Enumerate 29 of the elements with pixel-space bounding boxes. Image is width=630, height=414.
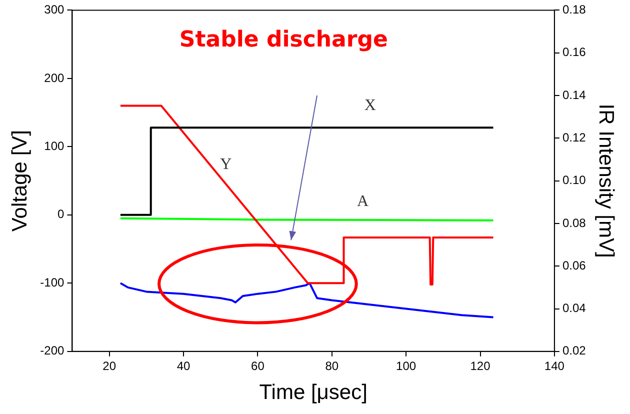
- y-tick-label: 100: [44, 138, 65, 153]
- series-label: Y: [220, 156, 232, 173]
- annotation: Stable discharge: [179, 28, 388, 53]
- y-tick-label: 0: [58, 207, 65, 222]
- y2-tick-label: 0.12: [562, 130, 586, 144]
- x-tick-label: 80: [325, 358, 339, 373]
- x-tick-label: 20: [102, 358, 116, 373]
- series-label: X: [364, 96, 376, 114]
- series-label: A: [356, 193, 369, 210]
- x-axis-title: Time [μsec]: [259, 381, 368, 404]
- y2-tick-label: 0.08: [562, 216, 586, 230]
- x-tick-label: 40: [176, 358, 190, 373]
- y2-tick-label: 0.14: [562, 88, 586, 102]
- y-tick-label: 300: [44, 2, 65, 17]
- x-tick-label: 120: [470, 358, 491, 373]
- y-axis-title: Voltage [V]: [8, 130, 32, 232]
- y2-tick-label: 0.02: [562, 344, 586, 358]
- y2-axis-title: IR Intensity [mV]: [594, 104, 618, 258]
- y2-tick-label: 0.18: [562, 2, 586, 17]
- y-tick-label: 200: [44, 70, 65, 85]
- y-tick-label: -100: [40, 275, 65, 290]
- y2-tick-label: 0.04: [562, 301, 586, 316]
- y-tick-label: -200: [40, 344, 65, 358]
- y2-tick-label: 0.10: [562, 173, 586, 188]
- x-tick-label: 140: [544, 358, 565, 373]
- y2-tick-label: 0.16: [562, 45, 586, 60]
- y2-tick-label: 0.06: [562, 258, 586, 272]
- x-tick-label: 60: [251, 358, 265, 373]
- x-tick-label: 100: [396, 358, 416, 373]
